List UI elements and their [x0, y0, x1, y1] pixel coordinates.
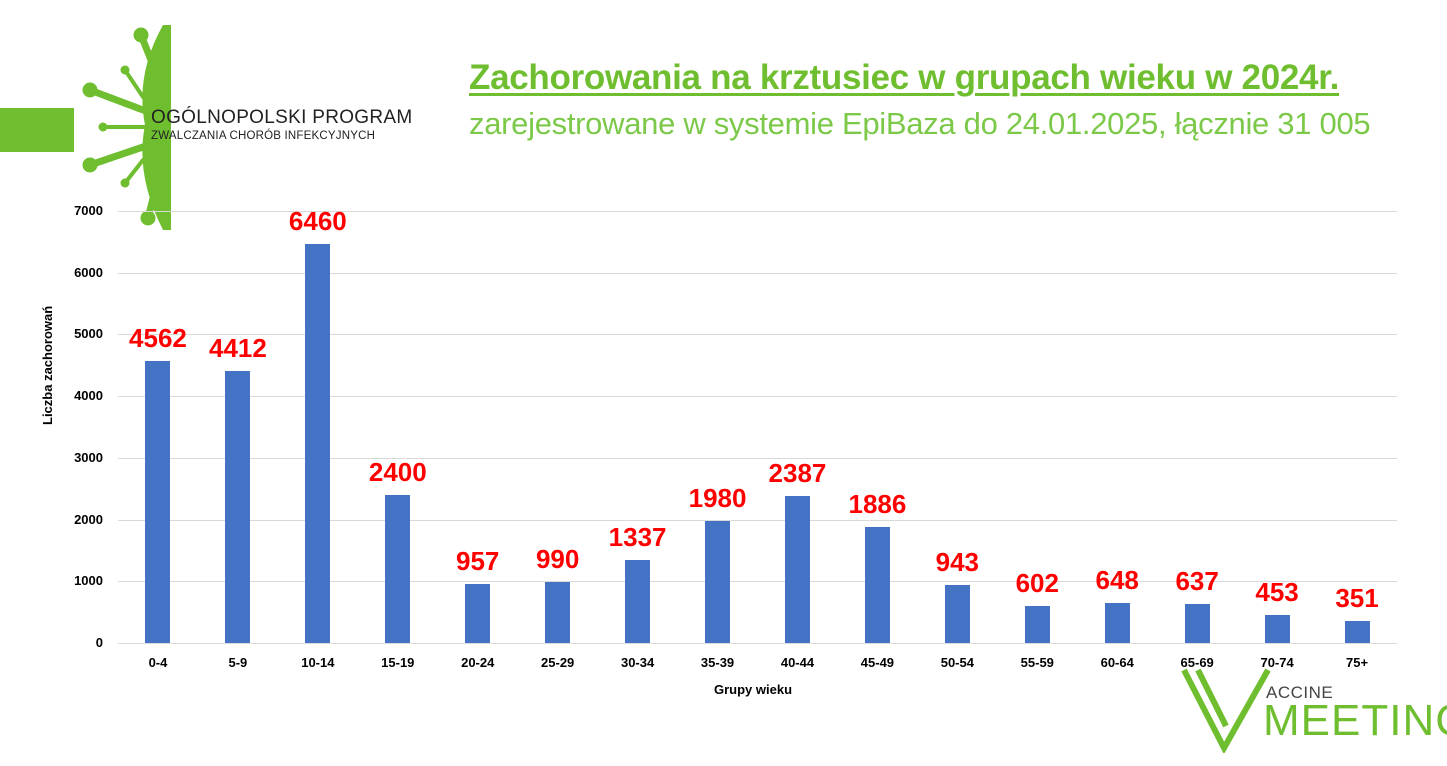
y-tick-label: 5000 — [74, 326, 103, 342]
bar-30-34 — [625, 560, 651, 643]
bar-20-24 — [465, 583, 491, 643]
data-label: 2400 — [368, 456, 427, 487]
bar-0-4 — [145, 361, 171, 643]
chart-subtitle: zarejestrowane w systemie EpiBaza do 24.… — [469, 106, 1371, 141]
data-label: 453 — [1255, 577, 1299, 608]
gridline — [118, 581, 1397, 583]
bar-35-39 — [705, 520, 731, 643]
plot-area: 4562 4412 6460 2400 957 990 1337 1980 2387 1886 94… — [118, 206, 1397, 644]
x-tick-label: 45-49 — [860, 655, 895, 670]
y-tick-label: 1000 — [74, 573, 103, 589]
gridline — [118, 211, 1397, 212]
bar-70-74 — [1264, 615, 1290, 643]
y-tick-label: 4000 — [74, 388, 103, 404]
data-label: 943 — [935, 546, 980, 577]
x-tick-label: 5-9 — [228, 655, 248, 670]
data-label: 6460 — [288, 206, 347, 237]
vaccine-logo-small-text: ACCINE — [1266, 683, 1334, 702]
bar-40-44 — [784, 495, 810, 643]
x-tick-label: 0-4 — [148, 655, 168, 670]
data-label: 1980 — [688, 482, 747, 513]
vaccine-logo-big-text: MEETING — [1263, 696, 1447, 745]
x-tick-label: 60-64 — [1100, 655, 1134, 670]
gridline — [118, 643, 1397, 644]
x-tick-label: 65-69 — [1180, 655, 1214, 670]
x-tick-label: 15-19 — [381, 655, 415, 670]
bar-25-29 — [545, 581, 571, 643]
x-tick-label: 10-14 — [301, 655, 335, 670]
program-logo-line1: OGÓLNOPOLSKI PROGRAM — [151, 107, 413, 128]
gridline — [118, 334, 1397, 336]
data-label: 1886 — [848, 488, 907, 519]
x-tick-label: 35-39 — [700, 655, 735, 670]
x-tick-label: 30-34 — [620, 655, 655, 670]
y-tick-label: 6000 — [74, 264, 103, 280]
program-logo-line2: ZWALCZANIA CHORÓB INFEKCYJNYCH — [151, 130, 376, 142]
gridline — [118, 396, 1397, 398]
x-axis-label: Grupy wieku — [714, 682, 793, 697]
bar-5-9 — [225, 370, 251, 643]
y-tick-label: 2000 — [74, 511, 103, 527]
x-tick-label: 20-24 — [461, 655, 495, 670]
bar-15-19 — [385, 494, 411, 643]
virus-logo-icon — [82, 25, 171, 230]
x-tick-label: 50-54 — [940, 655, 974, 670]
data-label: 4562 — [129, 323, 187, 354]
data-label: 2387 — [768, 457, 827, 488]
gridline — [118, 457, 1397, 459]
x-tick-label: 25-29 — [541, 655, 575, 670]
data-label: 957 — [456, 545, 500, 576]
bar-55-59 — [1024, 605, 1050, 643]
data-label: 4412 — [208, 332, 267, 363]
bar-65-69 — [1184, 603, 1210, 643]
chart-title: Zachorowania na krztusiec w grupach wiek… — [469, 58, 1340, 97]
program-logo-text: OGÓLNOPOLSKI PROGRAM ZWALCZANIA CHORÓB I… — [151, 107, 413, 143]
x-tick-label: 55-59 — [1020, 655, 1054, 670]
y-tick-label: 7000 — [74, 203, 103, 218]
bar-10-14 — [305, 244, 331, 643]
vaccine-v-icon — [1181, 668, 1271, 753]
bar-60-64 — [1104, 603, 1130, 643]
y-tick-label: 0 — [95, 635, 103, 650]
bar-50-54 — [944, 584, 970, 643]
data-label: 648 — [1095, 565, 1139, 595]
green-accent-bar — [0, 108, 74, 152]
gridline — [118, 272, 1397, 274]
bar-75+ — [1344, 621, 1370, 643]
data-label: 351 — [1335, 583, 1379, 614]
data-label: 1337 — [608, 522, 667, 553]
gridline — [118, 519, 1397, 521]
y-axis-label: Liczba zachorowań — [40, 305, 55, 425]
x-tick-label: 70-74 — [1260, 655, 1294, 670]
data-label: 990 — [535, 543, 580, 574]
data-label: 602 — [1015, 567, 1059, 598]
x-tick-label: 40-44 — [780, 655, 815, 670]
x-tick-label: 75+ — [1346, 655, 1369, 670]
y-tick-label: 3000 — [74, 449, 103, 465]
data-label: 637 — [1175, 565, 1219, 596]
bar-45-49 — [864, 526, 890, 643]
